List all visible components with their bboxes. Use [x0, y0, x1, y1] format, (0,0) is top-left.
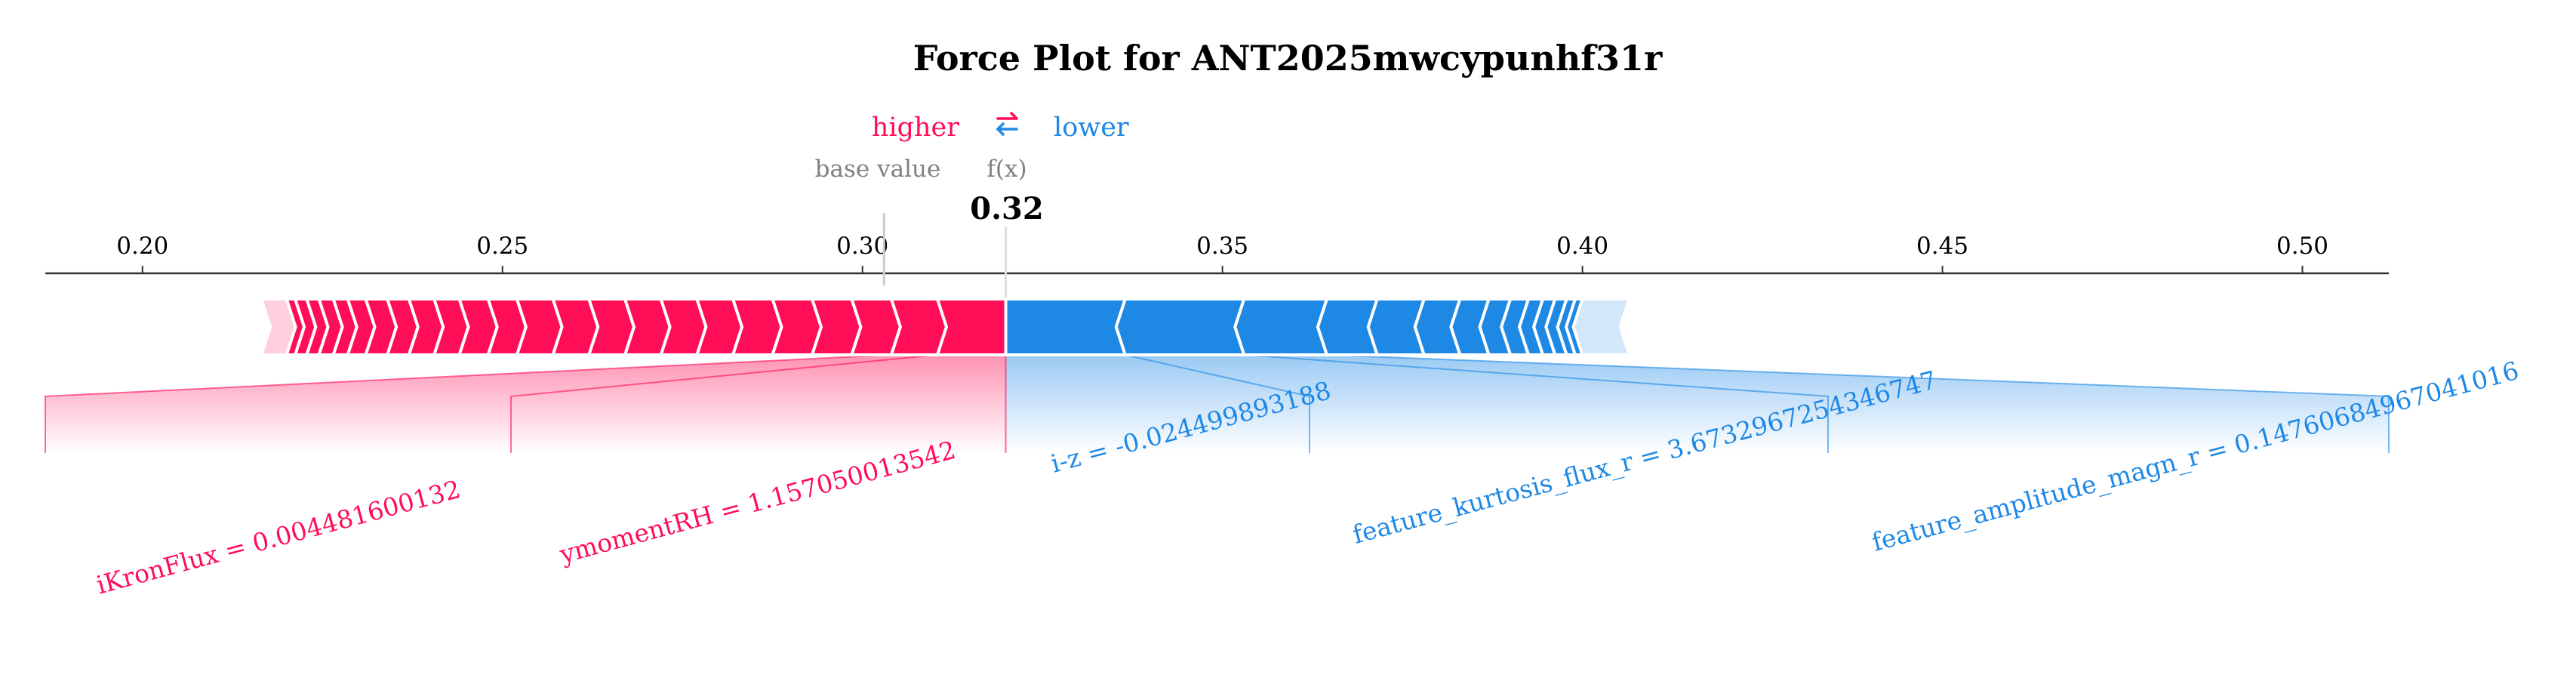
chart-title: Force Plot for ANT2025mwcypunhf31r	[913, 38, 1663, 79]
positive-force-segment	[259, 297, 297, 356]
legend-lower-label: lower	[1054, 112, 1129, 143]
force-bar	[259, 297, 1632, 356]
base-value-label: base value	[815, 156, 941, 183]
swap-arrows-icon	[996, 112, 1018, 136]
explanation-links	[45, 354, 2390, 453]
positive-feature-label: ymomentRH = 1.157050013542	[556, 435, 959, 569]
positive-feature-label: iKronFlux = 0.004481600132	[93, 474, 463, 599]
negative-force-segment	[1233, 297, 1329, 356]
positive-link-line	[45, 354, 891, 453]
x-tick-label: 0.25	[476, 233, 528, 260]
x-tick-label: 0.50	[2276, 233, 2328, 260]
legend-higher-label: higher	[872, 112, 959, 143]
negative-force-segment	[1004, 297, 1128, 356]
negative-force-segment	[1571, 297, 1632, 356]
x-axis: 0.20 0.25 0.30 0.35 0.40 0.45 0.50	[45, 213, 2389, 299]
x-tick-label: 0.20	[116, 233, 168, 260]
positive-link-gradient	[511, 355, 1006, 453]
x-tick-label: 0.45	[1916, 233, 1968, 260]
x-tick-label: 0.40	[1556, 233, 1608, 260]
negative-link-gradient	[1125, 355, 1828, 453]
fx-label: f(x)	[986, 156, 1026, 183]
x-tick-label: 0.30	[836, 233, 888, 260]
negative-force-segment	[1114, 297, 1247, 356]
positive-link-gradient	[45, 355, 937, 453]
negative-link-line	[1326, 354, 2390, 453]
negative-link-gradient	[1244, 355, 2389, 453]
x-tick-label: 0.35	[1196, 233, 1248, 260]
fx-value: 0.32	[970, 191, 1043, 227]
